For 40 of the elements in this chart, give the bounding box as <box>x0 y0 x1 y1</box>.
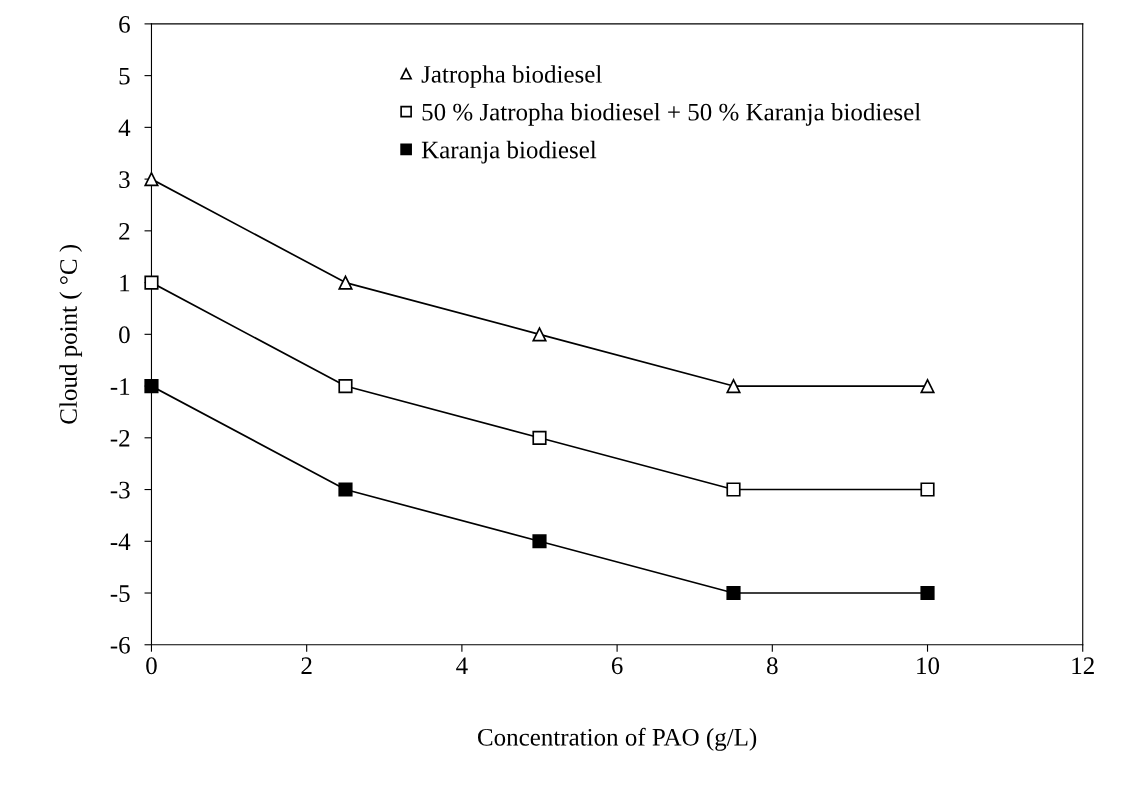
legend-label: Jatropha biodiesel <box>421 65 602 88</box>
point <box>144 172 159 187</box>
x-tick-label: 2 <box>301 657 312 674</box>
x-tick-label: 12 <box>1072 657 1094 674</box>
y-tick-label: 6 <box>119 16 130 33</box>
point <box>920 585 935 601</box>
y-tick-label: -6 <box>110 636 130 654</box>
point <box>920 482 935 497</box>
y-tick-label: -4 <box>110 533 131 550</box>
y-tick-label: 4 <box>118 119 131 137</box>
y-tick-label: -3 <box>110 481 130 499</box>
x-tick-label: 10 <box>917 657 940 675</box>
y-tick-label: 2 <box>119 222 130 240</box>
x-tick-label: 0 <box>146 657 157 675</box>
y-tick-label: -5 <box>110 585 130 602</box>
y-tick-label: 1 <box>120 274 130 292</box>
point <box>920 378 935 394</box>
point <box>338 275 353 290</box>
point <box>338 482 353 497</box>
point <box>726 482 741 497</box>
y-tick-label: 5 <box>119 67 130 85</box>
legend-label: 50 % Jatropha biodiesel + 50 % Karanja biodiesel <box>422 102 921 126</box>
point <box>532 327 547 342</box>
x-tick-label: 8 <box>767 657 778 675</box>
point <box>144 275 159 290</box>
point <box>338 378 353 394</box>
y-tick-label: -2 <box>110 429 130 447</box>
point <box>532 534 547 549</box>
point <box>144 378 159 394</box>
x-tick-label: 6 <box>611 657 623 675</box>
legend-label: Karanja biodiesel <box>421 140 597 164</box>
y-tick-label: 0 <box>119 326 130 344</box>
y-tick-label: -1 <box>110 378 130 395</box>
x-axis-title: Concentration of PAO (g/L) <box>477 727 757 751</box>
point <box>532 430 547 445</box>
point <box>726 378 741 394</box>
x-tick-label: 4 <box>456 657 468 674</box>
y-axis-title: Cloud point ( °C ) <box>59 245 83 424</box>
y-tick-label: 3 <box>119 171 130 189</box>
point <box>726 585 741 601</box>
